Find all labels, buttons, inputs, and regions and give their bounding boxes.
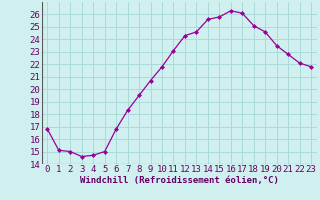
X-axis label: Windchill (Refroidissement éolien,°C): Windchill (Refroidissement éolien,°C) bbox=[80, 176, 279, 185]
